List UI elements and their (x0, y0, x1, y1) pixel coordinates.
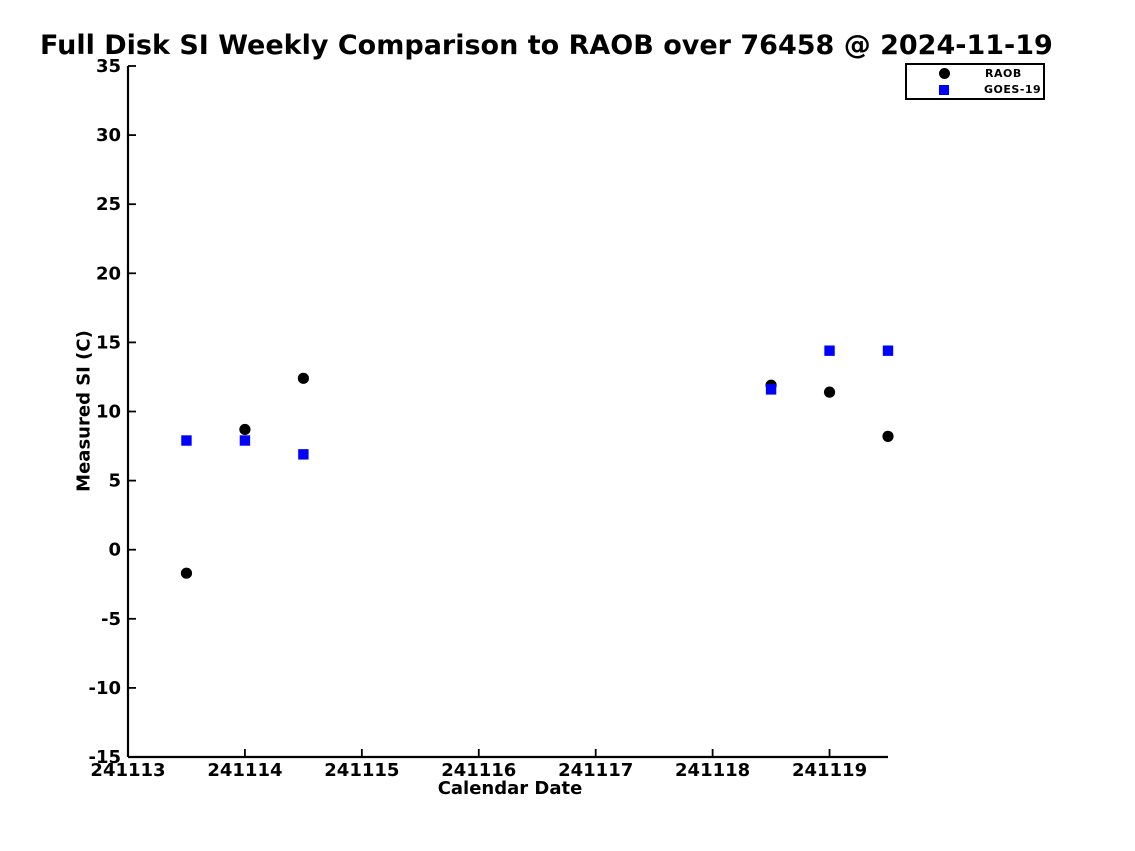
raob-circle-marker-icon (939, 68, 950, 79)
legend-label-goes19: GOES-19 (984, 83, 1042, 96)
x-tick-label: 241114 (207, 760, 282, 781)
y-tick-label: -5 (101, 609, 121, 630)
legend-item-raob: RAOB (907, 66, 1043, 81)
y-tick-label: 5 (108, 471, 121, 492)
x-tick-label: 241116 (441, 760, 516, 781)
goes19-point (882, 345, 894, 356)
x-tick-label: 241113 (90, 760, 165, 781)
y-tick-label: 20 (96, 263, 121, 284)
y-tick-label: 30 (96, 125, 121, 146)
goes19-point (765, 384, 777, 395)
y-tick-label: 15 (96, 332, 121, 353)
legend: RAOB GOES-19 (905, 63, 1045, 100)
goes19-point (239, 435, 251, 446)
x-tick-label: 241117 (558, 760, 633, 781)
goes19-point (298, 449, 309, 460)
y-tick-label: 35 (96, 56, 121, 77)
raob-point (180, 567, 193, 579)
raob-point (297, 372, 309, 384)
raob-point (239, 423, 251, 436)
raob-point (823, 386, 836, 398)
goes19-point (824, 345, 835, 356)
chart-title: Full Disk SI Weekly Comparison to RAOB o… (40, 30, 1053, 61)
x-tick-label: 241119 (792, 760, 867, 781)
x-axis-label: Calendar Date (437, 778, 583, 799)
x-tick-label: 241115 (324, 760, 399, 781)
y-tick-label: 25 (96, 194, 121, 215)
y-tick-label: 10 (96, 402, 121, 423)
y-tick-label: 0 (108, 540, 121, 561)
goes19-square-marker-icon (939, 84, 949, 95)
x-tick-label: 241118 (675, 760, 750, 781)
legend-item-goes19: GOES-19 (907, 82, 1043, 97)
y-tick-label: -10 (88, 678, 121, 699)
raob-point (882, 430, 894, 442)
y-tick-label: -15 (88, 747, 121, 768)
legend-label-raob: RAOB (985, 67, 1022, 80)
goes19-point (181, 435, 192, 446)
